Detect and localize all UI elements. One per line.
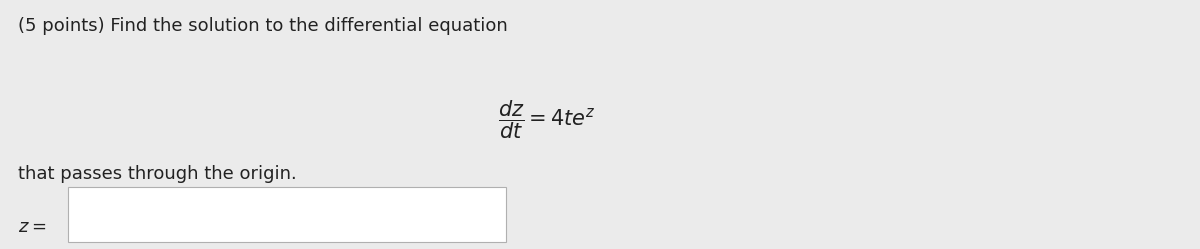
FancyBboxPatch shape — [68, 187, 506, 242]
Text: (5 points) Find the solution to the differential equation: (5 points) Find the solution to the diff… — [18, 17, 508, 35]
Text: $z =$: $z =$ — [18, 218, 46, 236]
Text: $\dfrac{dz}{dt} = 4te^{z}$: $\dfrac{dz}{dt} = 4te^{z}$ — [498, 98, 595, 141]
Text: that passes through the origin.: that passes through the origin. — [18, 165, 296, 183]
